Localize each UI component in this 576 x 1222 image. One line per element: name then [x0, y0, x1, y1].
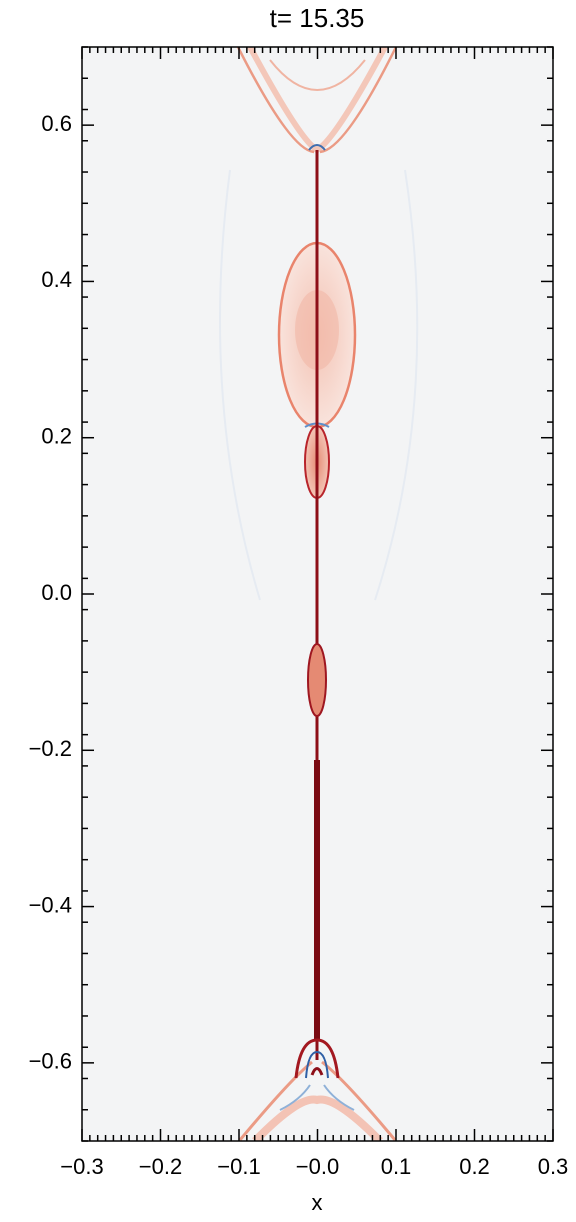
field-image — [82, 47, 553, 1141]
y-tick-label: −0.6 — [29, 1049, 72, 1074]
y-tick-label: 0.6 — [41, 111, 72, 136]
chart-title: t= 15.35 — [270, 3, 365, 33]
x-tick-label: −0.2 — [139, 1154, 182, 1179]
x-axis-label: x — [312, 1190, 323, 1215]
y-tick-label: 0.0 — [41, 580, 72, 605]
x-tick-label: −0.3 — [60, 1154, 103, 1179]
x-tick-label: −0.1 — [217, 1154, 260, 1179]
y-tick-label: −0.2 — [29, 736, 72, 761]
y-tick-label: 0.4 — [41, 267, 72, 292]
x-tick-label: −0.0 — [296, 1154, 339, 1179]
y-tick-label: −0.4 — [29, 892, 72, 917]
x-tick-label: 0.2 — [459, 1154, 490, 1179]
x-tick-label: 0.1 — [381, 1154, 412, 1179]
minor-ticks — [82, 46, 553, 1142]
x-tick-label: 0.3 — [538, 1154, 569, 1179]
y-tick-label: 0.2 — [41, 424, 72, 449]
